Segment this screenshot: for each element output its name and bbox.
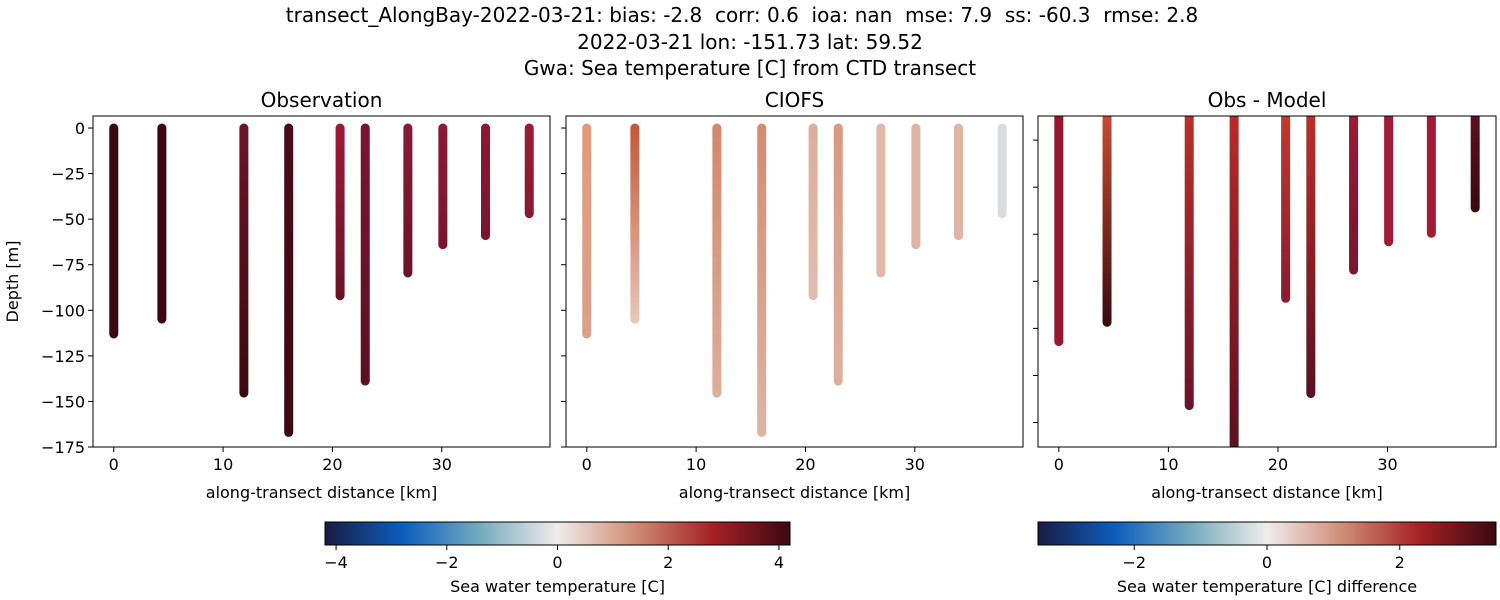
panel-title: Observation [261, 88, 383, 112]
y-tick-label: −50 [51, 210, 85, 229]
x-tick-label: 30 [1377, 455, 1397, 474]
plot-area [566, 116, 1023, 447]
y-tick-label: −100 [41, 301, 85, 320]
colorbar-tick-label: 0 [552, 553, 562, 572]
y-tick-label: −175 [41, 438, 85, 457]
colorbar-tick-label: −2 [1122, 553, 1146, 572]
axes-frame [92, 115, 551, 448]
suptitle: Gwa: Sea temperature [C] from CTD transe… [524, 56, 976, 80]
colorbar [1037, 521, 1497, 546]
y-axis-label: Depth [m] [3, 241, 22, 323]
x-tick-label: 0 [1054, 455, 1064, 474]
y-tick-label: 0 [75, 119, 85, 138]
y-tick-label: −150 [41, 392, 85, 411]
colorbar [324, 521, 791, 546]
colorbar-label: Sea water temperature [C] difference [1117, 577, 1417, 596]
colorbar-tick-label: 2 [1395, 553, 1405, 572]
colorbar-tick-label: 4 [774, 553, 784, 572]
colorbar-tick-label: 0 [1262, 553, 1272, 572]
x-tick-label: 0 [109, 455, 119, 474]
panel-title: Obs - Model [1208, 88, 1327, 112]
y-tick-label: −25 [51, 165, 85, 184]
colorbar-label: Sea water temperature [C] [450, 577, 665, 596]
x-tick-label: 30 [432, 455, 452, 474]
x-tick-label: 10 [1158, 455, 1178, 474]
x-axis-label: along-transect distance [km] [679, 483, 910, 502]
y-tick-label: −75 [51, 256, 85, 275]
suptitle: transect_AlongBay-2022-03-21: bias: -2.8… [286, 3, 1198, 27]
x-tick-label: 20 [795, 455, 815, 474]
plot-area [1038, 116, 1496, 447]
plot-area [93, 116, 550, 447]
x-tick-label: 30 [905, 455, 925, 474]
y-tick-label: −125 [41, 347, 85, 366]
x-axis-label: along-transect distance [km] [1151, 483, 1382, 502]
x-tick-label: 10 [213, 455, 233, 474]
x-tick-label: 10 [686, 455, 706, 474]
x-tick-label: 20 [322, 455, 342, 474]
colorbar-tick-label: 2 [663, 553, 673, 572]
x-tick-label: 0 [582, 455, 592, 474]
x-axis-label: along-transect distance [km] [206, 483, 437, 502]
panel-title: CIOFS [765, 88, 824, 112]
axes-frame [565, 115, 1024, 448]
suptitle: 2022-03-21 lon: -151.73 lat: 59.52 [577, 30, 923, 54]
colorbar-tick-label: −2 [435, 553, 459, 572]
x-tick-label: 20 [1268, 455, 1288, 474]
colorbar-tick-label: −4 [324, 553, 348, 572]
